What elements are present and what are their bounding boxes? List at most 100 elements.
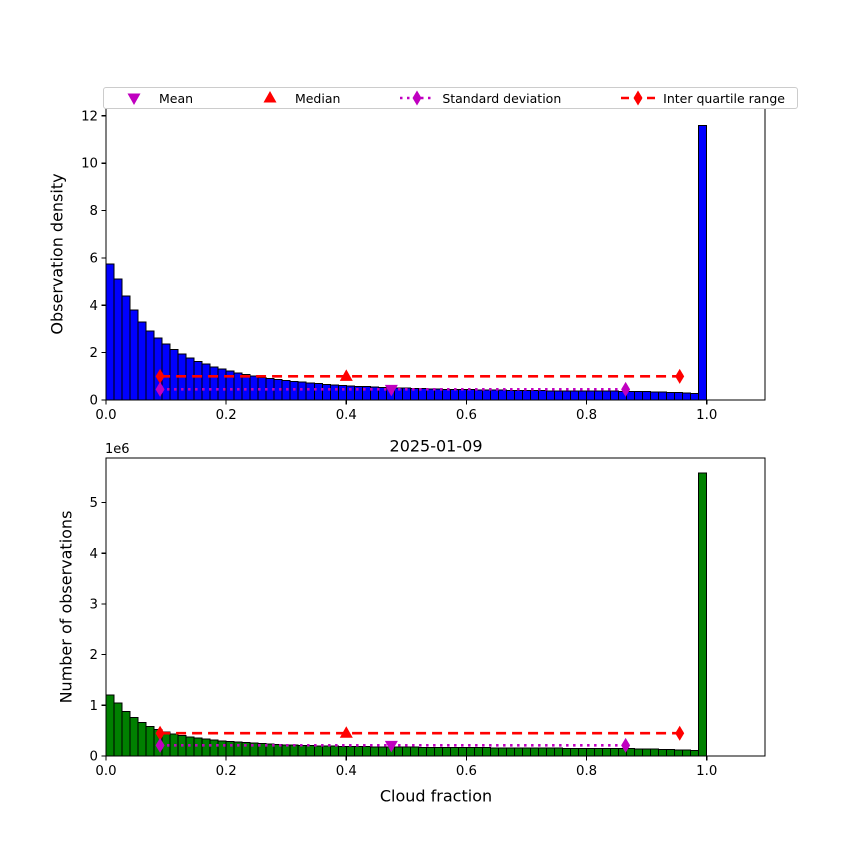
histogram-bar	[297, 381, 307, 401]
bottom-y-axis-label: Number of observations	[56, 510, 76, 704]
histogram-bar	[497, 747, 507, 757]
histogram-bar	[297, 744, 307, 757]
histogram-bar	[698, 124, 708, 401]
histogram-bar	[522, 747, 532, 757]
legend-item-std: Standard deviation	[399, 89, 561, 107]
histogram-bar	[554, 747, 564, 757]
histogram-bar	[169, 349, 179, 401]
histogram-bar	[113, 278, 123, 401]
histogram-bar	[562, 747, 572, 757]
histogram-bar	[129, 309, 139, 401]
histogram-bar	[441, 388, 451, 401]
histogram-bar	[666, 749, 676, 757]
x-tick-label: 1.0	[696, 408, 717, 423]
histogram-bar	[594, 747, 604, 757]
histogram-bar	[313, 745, 323, 757]
histogram-bar	[546, 747, 556, 757]
axes-border	[105, 107, 766, 401]
histogram-bar	[241, 374, 251, 401]
histogram-bar	[113, 702, 123, 757]
histogram-bar	[449, 747, 459, 757]
histogram-bar	[642, 391, 652, 401]
histogram-bar	[481, 389, 491, 401]
density-histogram: 0.0 0.2 0.4 0.6 0.8 1.0 0 2 4 6 8 10 12	[81, 107, 766, 423]
iqr-high-marker	[675, 368, 685, 384]
histogram-bar	[361, 746, 371, 757]
legend-label-iqr: Inter quartile range	[663, 90, 785, 106]
histogram-bar	[329, 745, 339, 757]
histogram-bar	[209, 366, 219, 401]
mean-marker	[384, 740, 398, 753]
mean-legend-marker-icon	[127, 93, 141, 105]
histogram-bar	[393, 746, 403, 757]
x-tick-label: 0.8	[576, 764, 597, 779]
histogram-bar	[161, 343, 171, 401]
histogram-bar	[610, 390, 620, 401]
histogram-bar	[602, 390, 612, 401]
histogram-bar	[305, 745, 315, 757]
histogram-bar	[369, 746, 379, 757]
histogram-bar	[465, 747, 475, 757]
histogram-bar	[201, 363, 211, 401]
histogram-bar	[313, 383, 323, 401]
histogram-bar	[634, 391, 644, 401]
histogram-bar	[538, 747, 548, 757]
histogram-bar	[650, 748, 660, 757]
histogram-bar	[249, 375, 259, 401]
histogram-bar	[674, 749, 684, 757]
histogram-bar	[505, 747, 515, 757]
histogram-bar	[337, 384, 347, 401]
mean-legend-glyph	[127, 93, 141, 105]
histogram-bar	[121, 710, 131, 757]
histogram-bar	[417, 746, 427, 757]
histogram-bar	[513, 389, 523, 401]
histogram-bar	[105, 694, 115, 757]
histogram-bar	[570, 390, 580, 401]
y-tick-label: 12	[81, 109, 98, 124]
histogram-bar	[377, 746, 387, 757]
x-tick-label: 1.0	[696, 764, 717, 779]
histogram-bar	[481, 747, 491, 757]
x-tick-label: 0.6	[456, 408, 477, 423]
histogram-bar	[289, 744, 299, 757]
histogram-bar	[145, 330, 155, 401]
histogram-bar	[145, 726, 155, 757]
histogram-bar	[586, 390, 596, 401]
histogram-bar	[409, 746, 419, 757]
legend-item-median: Median	[252, 89, 340, 107]
histogram-bar	[554, 390, 564, 401]
median-marker	[339, 726, 353, 738]
x-axis-label: Cloud fraction	[379, 786, 493, 806]
legend-item-iqr: Inter quartile range	[620, 89, 785, 107]
median-marker	[339, 369, 353, 381]
histogram-bar	[578, 390, 588, 401]
histogram-bar	[586, 747, 596, 757]
y-tick-label: 5	[90, 496, 98, 511]
histogram-bar	[345, 745, 355, 757]
histogram-bar	[353, 746, 363, 757]
y-tick-label: 4	[90, 547, 98, 562]
iqr-high-marker	[675, 725, 685, 741]
histogram-bar	[594, 390, 604, 401]
histogram-bar	[289, 381, 299, 401]
x-tick-label: 0.2	[216, 408, 237, 423]
iqr-legend-marker-icon	[621, 90, 656, 106]
histogram-bar	[473, 389, 483, 401]
median-legend-marker-icon	[263, 91, 277, 103]
x-tick-label: 0.0	[95, 764, 116, 779]
iqr-low-marker	[155, 725, 165, 741]
histogram-bar	[321, 383, 331, 401]
histogram-bar	[642, 748, 652, 757]
histogram-bar	[562, 390, 572, 401]
histogram-bar	[441, 746, 451, 757]
std-legend-glyph	[412, 90, 422, 106]
histogram-bar	[401, 746, 411, 757]
std-high-marker	[621, 381, 631, 397]
legend: Mean Median Standard deviation Inter quarti…	[103, 87, 798, 109]
x-tick-label: 0.6	[456, 764, 477, 779]
y-tick-label: 3	[90, 597, 98, 612]
y-tick-label: 2	[90, 648, 98, 663]
histogram-bar	[497, 389, 507, 401]
std-low-marker	[155, 737, 165, 753]
